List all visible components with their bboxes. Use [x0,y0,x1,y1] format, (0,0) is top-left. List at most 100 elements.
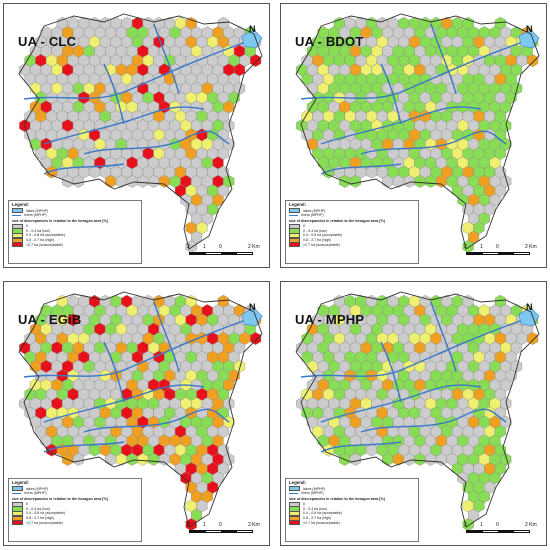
map-legend: Legend: lakes (MPHP) rivers (MPHP) size … [285,478,419,542]
river-line [103,341,125,403]
legend-row-class: >2.7 ha (unacceptable) [12,520,138,526]
north-arrow-icon: N [249,24,256,34]
scale-label: 2 Km [248,244,260,250]
legend-label: 0.4 - 0.8 ha (acceptable) [303,233,342,238]
river-line [360,408,507,433]
legend-label: lakes (MPHP) [303,486,326,491]
river-line [43,384,205,423]
legend-title: Legend: [12,480,30,485]
legend-label: 0.4 - 0.8 ha (acceptable) [26,233,65,238]
legend-label: >2.7 ha (unacceptable) [26,242,63,247]
legend-row-water: lakes (MPHP) [12,486,138,492]
map-bdot [295,13,540,253]
legend-label: >2.7 ha (unacceptable) [303,242,340,247]
scale-bar-graphic [189,252,253,255]
map-panel-egib: UA - EGiB N Legend: lakes (MPHP) rivers … [3,281,270,546]
legend-label: lakes (MPHP) [26,208,49,213]
legend-title: Legend: [12,202,30,207]
legend-row-river: rivers (MPHP) [12,491,138,496]
class-swatch-icon [12,520,23,526]
water-swatch-icon [12,486,23,492]
scale-label: 2 Km [248,522,260,528]
river-line-icon [12,492,21,494]
panel-title: UA - BDOT [295,34,364,49]
legend-label: lakes (MPHP) [303,208,326,213]
river-line [380,63,402,125]
river-line [43,163,125,175]
legend-header: size of discrepancies in relation to the… [289,218,385,223]
river-line-icon [289,492,298,494]
legend-row-river: rivers (MPHP) [289,213,415,218]
water-swatch-icon [289,486,300,492]
scale-label: 1 [480,522,483,528]
hexagon-cell [349,174,362,188]
map-legend: Legend: lakes (MPHP) rivers (MPHP) size … [285,200,419,264]
area-boundary [18,291,263,528]
scale-label: 1 [203,244,206,250]
river-line-icon [289,214,298,216]
north-arrow-icon: N [526,302,533,312]
hexagon-cell [72,174,85,188]
scale-label: 0 [219,244,222,250]
panel-title: UA - MPHP [295,312,365,327]
scale-label: 2 Km [525,244,537,250]
scale-label: 2 [187,244,190,250]
legend-label: rivers (MPHP) [24,213,47,218]
river-line [83,130,230,155]
legend-label: 0.8 - 2.7 ha (high) [26,516,55,521]
legend-row-class: >2.7 ha (unacceptable) [289,520,415,526]
water-swatch-icon [12,208,23,214]
legend-label: 0 - 0.4 ha (low) [26,506,50,511]
area-boundary [18,13,263,250]
legend-label: 0.4 - 0.8 ha (acceptable) [26,511,65,516]
panel-title: UA - CLC [18,34,77,49]
legend-label: lakes (MPHP) [26,486,49,491]
legend-label: 0 - 0.4 ha (low) [26,228,50,233]
north-arrow-icon: N [249,302,256,312]
river-line [43,106,205,145]
river-line [23,316,255,378]
legend-label: 0 [26,224,28,229]
river-line [153,301,180,373]
legend-label: 0.8 - 2.7 ha (high) [26,238,55,243]
legend-row-water: lakes (MPHP) [289,208,415,214]
legend-title: Legend: [289,480,307,485]
river-line [380,341,402,403]
legend-row-water: lakes (MPHP) [12,208,138,214]
legend-label: 0 [303,224,305,229]
river-line [430,301,457,373]
legend-header: size of discrepancies in relation to the… [12,218,108,223]
river-line [320,163,402,175]
scale-bar: 2 1 0 2 Km [184,244,264,264]
river-line [300,316,532,378]
scale-bar: 2 1 0 2 Km [461,522,541,542]
map-clc [18,13,263,253]
area-boundary [295,291,540,528]
legend-label: 0 - 0.4 ha (low) [303,228,327,233]
scale-bar: 2 1 0 2 Km [184,522,264,542]
map-panel-clc: UA - CLC N Legend: lakes (MPHP) rivers (… [3,3,270,268]
hexagon-cell [349,452,362,466]
legend-row-river: rivers (MPHP) [12,213,138,218]
river-line-icon [12,214,21,216]
river-line [320,441,402,453]
legend-header: size of discrepancies in relation to the… [289,496,385,501]
class-swatch-icon [289,242,300,248]
map-legend: Legend: lakes (MPHP) rivers (MPHP) size … [8,200,142,264]
legend-label: rivers (MPHP) [301,491,324,496]
legend-label: >2.7 ha (unacceptable) [26,520,63,525]
river-line [83,408,230,433]
legend-label: 0.4 - 0.8 ha (acceptable) [303,511,342,516]
scale-label: 1 [480,244,483,250]
river-line [23,38,255,100]
legend-row-class: >2.7 ha (unacceptable) [289,242,415,248]
river-line [153,23,180,95]
river-line [320,384,482,423]
river-line [103,63,125,125]
hexagon-cell [72,452,85,466]
scale-label: 2 [464,244,467,250]
river-line [43,441,125,453]
river-line [430,23,457,95]
legend-label: 0 [303,502,305,507]
river-line [320,106,482,145]
